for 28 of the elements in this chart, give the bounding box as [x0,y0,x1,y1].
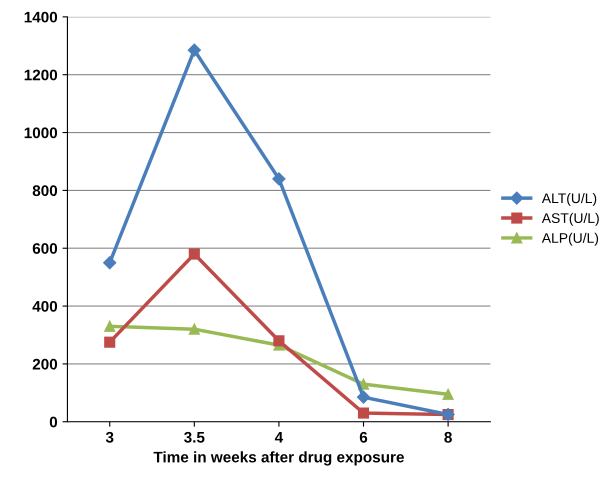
point [442,388,454,400]
y-tick-label: 0 [50,416,58,428]
point [104,320,116,332]
y-tick-label: 1400 [24,12,58,23]
point [188,44,201,57]
legend-label: ALP(U/L) [542,232,598,246]
point [272,172,286,186]
x-tick-label: 3.5 [184,432,205,443]
x-tick-label: 4 [274,432,284,443]
point [103,256,116,270]
x-axis-title: Time in weeks after drug exposure [154,451,404,466]
x-tick-label: 8 [444,432,452,443]
y-tick-label: 800 [32,185,58,196]
y-tick-label: 1000 [24,127,58,138]
x-tick-label: 6 [360,432,368,443]
x-tick-label: 3 [106,432,114,443]
legend-label: ALT(U/L) [542,192,596,206]
y-tick-label: 400 [32,300,58,312]
point [188,248,200,260]
legend-label: AST(U/L) [542,212,599,226]
point [188,324,200,335]
point [356,390,370,404]
y-tick-label: 600 [32,243,58,254]
point [358,408,370,419]
y-tick-label: 200 [32,358,58,370]
point [273,335,284,346]
point [104,336,116,348]
y-tick-label: 1200 [24,70,58,80]
